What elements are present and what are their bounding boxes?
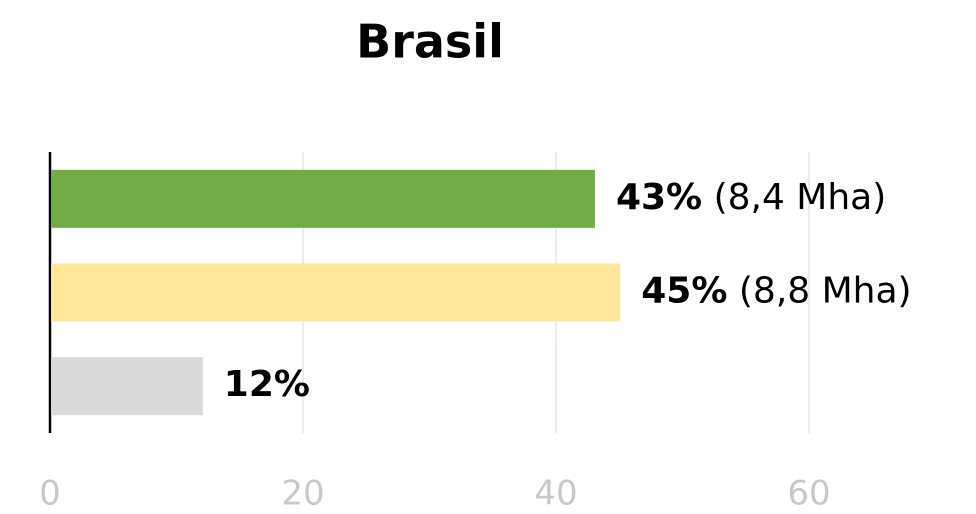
chart-title: Brasil — [356, 15, 504, 69]
value-label: 43% — [616, 177, 702, 218]
value-label: 12% — [224, 364, 310, 405]
annotation: (8,8 Mha) — [739, 271, 912, 312]
x-tick-label: 20 — [281, 474, 324, 514]
bar — [51, 169, 595, 228]
value-label: 45% — [641, 271, 727, 312]
data-label: 12% — [224, 364, 310, 405]
data-label: 45% (8,8 Mha) — [641, 271, 911, 312]
bar — [51, 357, 203, 416]
annotation: (8,4 Mha) — [714, 177, 887, 218]
data-label: 43% (8,4 Mha) — [616, 177, 886, 218]
bar — [51, 263, 621, 322]
x-tick-label: 60 — [787, 474, 830, 514]
x-tick-label: 40 — [534, 474, 577, 514]
x-tick-label: 0 — [39, 474, 61, 514]
